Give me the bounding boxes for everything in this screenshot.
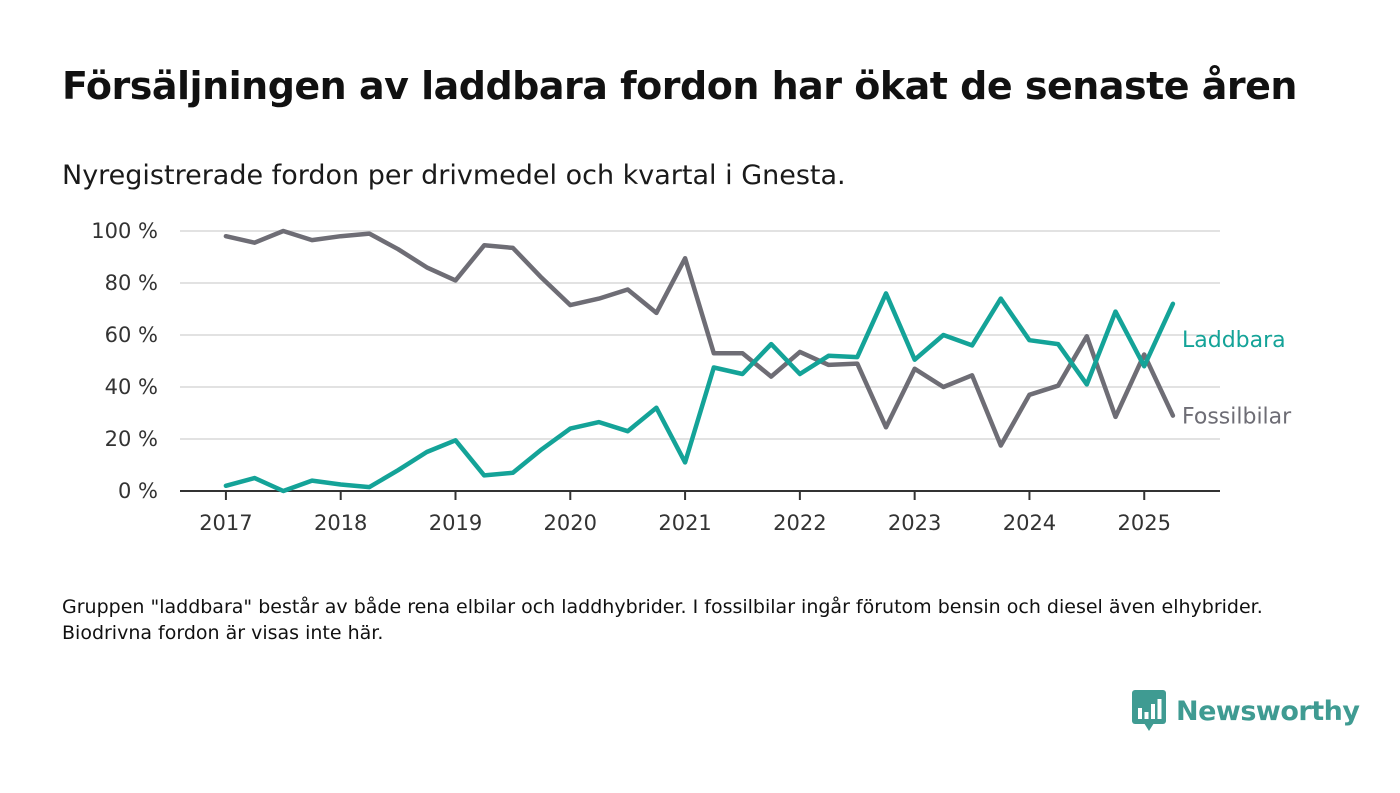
x-tick-label: 2022 [773,511,826,535]
y-tick-label: 100 % [91,219,158,243]
x-tick-label: 2024 [1003,511,1056,535]
chart-subtitle: Nyregistrerade fordon per drivmedel och … [62,160,846,191]
chart-title: Försäljningen av laddbara fordon har öka… [62,64,1297,108]
y-tick-label: 60 % [105,323,158,347]
x-tick-label: 2018 [314,511,367,535]
y-tick-label: 20 % [105,427,158,451]
series-label-laddbara: Laddbara [1182,328,1286,353]
x-tick-label: 2025 [1118,511,1171,535]
series-line-fossilbilar [223,228,1176,448]
x-tick-label: 2019 [429,511,482,535]
x-tick-label: 2020 [544,511,597,535]
axes: 0 % 20 % 40 % 60 % 80 % 100 % 2017 2018 2019 2020… [91,219,1220,535]
newsworthy-logo-icon [1132,690,1166,731]
brand-name: Newsworthy [1176,695,1360,727]
x-tick-label: 2023 [888,511,941,535]
footnote: Gruppen "laddbara" består av både rena e… [62,596,1263,644]
series-line-laddbara [223,291,1176,494]
series-labels: Laddbara Fossilbilar [1182,328,1292,430]
brand-logo: Newsworthy [1132,690,1360,732]
series-label-fossilbilar: Fossilbilar [1182,405,1292,430]
y-tick-label: 80 % [105,271,158,295]
x-tick-label: 2021 [658,511,711,535]
series-lines [223,228,1176,494]
y-tick-label: 40 % [105,375,158,399]
x-tick-label: 2017 [199,511,252,535]
y-tick-label: 0 % [118,479,158,503]
